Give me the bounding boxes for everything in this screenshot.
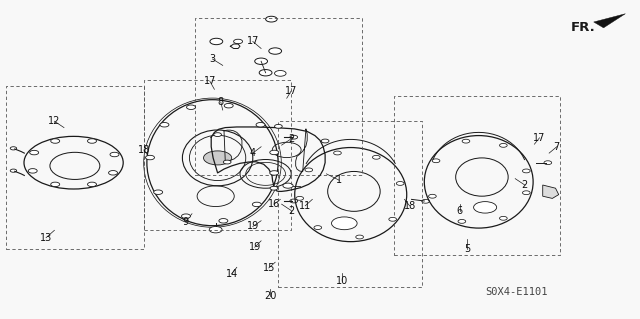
Circle shape: [321, 139, 329, 143]
Text: 1: 1: [336, 175, 342, 185]
Circle shape: [372, 155, 380, 159]
Text: 3: 3: [209, 54, 216, 64]
Text: 19: 19: [248, 242, 261, 252]
Circle shape: [389, 217, 397, 221]
Circle shape: [499, 216, 507, 220]
Circle shape: [10, 169, 17, 172]
Circle shape: [283, 183, 293, 188]
Circle shape: [88, 139, 97, 143]
Circle shape: [314, 226, 322, 229]
Circle shape: [252, 202, 261, 207]
Circle shape: [522, 169, 530, 173]
Text: 17: 17: [204, 76, 216, 86]
Circle shape: [255, 58, 268, 64]
Circle shape: [275, 124, 282, 128]
Circle shape: [356, 235, 364, 239]
Text: S0X4-E1101: S0X4-E1101: [485, 287, 548, 297]
Circle shape: [51, 182, 60, 187]
Circle shape: [29, 150, 38, 155]
Circle shape: [109, 171, 118, 175]
Circle shape: [432, 159, 440, 163]
Circle shape: [204, 151, 232, 165]
Circle shape: [396, 182, 404, 185]
Circle shape: [499, 144, 507, 147]
Text: 5: 5: [464, 244, 470, 254]
Circle shape: [51, 139, 60, 143]
Circle shape: [474, 202, 497, 213]
Circle shape: [186, 105, 195, 109]
Circle shape: [160, 122, 169, 127]
Circle shape: [270, 171, 279, 175]
Circle shape: [223, 160, 231, 164]
Circle shape: [10, 147, 17, 150]
Circle shape: [296, 197, 303, 200]
Text: 2: 2: [288, 134, 294, 144]
Circle shape: [234, 39, 243, 44]
Circle shape: [110, 152, 119, 157]
Text: FR.: FR.: [570, 21, 595, 34]
Circle shape: [522, 191, 530, 195]
Circle shape: [429, 194, 436, 198]
Circle shape: [145, 155, 154, 160]
Text: 4: 4: [250, 148, 256, 158]
Text: 2: 2: [522, 180, 528, 190]
Circle shape: [256, 122, 265, 127]
Circle shape: [290, 135, 298, 139]
Text: 7: 7: [554, 142, 560, 152]
Circle shape: [422, 199, 429, 203]
Polygon shape: [594, 14, 625, 28]
Circle shape: [154, 190, 163, 195]
Circle shape: [214, 133, 221, 137]
Circle shape: [332, 217, 357, 230]
Text: 12: 12: [48, 116, 61, 126]
Text: 15: 15: [262, 263, 275, 273]
Text: 20: 20: [264, 291, 276, 301]
Text: 17: 17: [533, 133, 546, 143]
Circle shape: [219, 219, 228, 223]
Text: 18: 18: [403, 201, 416, 211]
Text: 18: 18: [138, 145, 150, 155]
Text: 16: 16: [268, 199, 280, 209]
Text: 19: 19: [246, 221, 259, 232]
Circle shape: [88, 182, 97, 187]
Circle shape: [290, 199, 298, 203]
Text: 17: 17: [285, 86, 298, 96]
Text: 6: 6: [456, 205, 463, 216]
Circle shape: [210, 38, 223, 45]
Circle shape: [305, 168, 312, 172]
Circle shape: [182, 214, 191, 219]
Text: 11: 11: [299, 201, 312, 211]
Circle shape: [333, 151, 341, 155]
Circle shape: [270, 186, 278, 190]
Circle shape: [270, 150, 279, 155]
Polygon shape: [543, 185, 559, 198]
Text: 13: 13: [40, 233, 52, 243]
Text: 10: 10: [336, 276, 349, 286]
Text: 8: 8: [218, 97, 224, 107]
Circle shape: [544, 161, 552, 165]
Circle shape: [266, 16, 277, 22]
Text: 9: 9: [182, 217, 189, 227]
Circle shape: [224, 103, 233, 108]
Text: 14: 14: [225, 269, 238, 279]
Circle shape: [269, 48, 282, 54]
Circle shape: [462, 139, 470, 143]
Circle shape: [275, 70, 286, 76]
Circle shape: [458, 219, 466, 223]
Circle shape: [209, 226, 222, 233]
Circle shape: [259, 70, 272, 76]
Circle shape: [28, 169, 37, 173]
Text: 17: 17: [246, 36, 259, 47]
Text: 2: 2: [288, 205, 294, 216]
